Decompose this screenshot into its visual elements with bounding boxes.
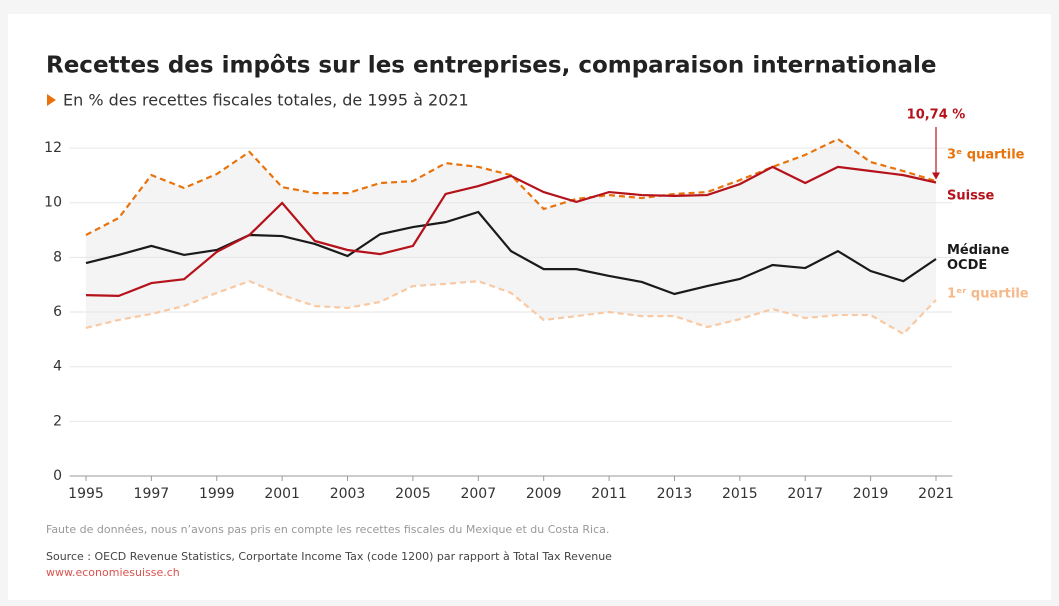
subtitle-marker bbox=[47, 94, 56, 106]
chart-title: Recettes des impôts sur les entreprises,… bbox=[46, 53, 936, 79]
y-tick-label: 10 bbox=[44, 195, 62, 211]
line bbox=[85, 279, 937, 336]
source: Source : OECD Revenue Statistics, Corpor… bbox=[46, 550, 612, 563]
x-tick-label: 2005 bbox=[395, 486, 431, 502]
y-tick-label: 4 bbox=[53, 359, 62, 375]
x-tick-label: 2017 bbox=[787, 486, 823, 502]
x-tick-label: 2011 bbox=[591, 486, 627, 502]
x-tick-label: 2007 bbox=[460, 486, 496, 502]
annotation-arrowhead bbox=[932, 172, 941, 180]
x-tick-label: 2013 bbox=[657, 486, 693, 502]
y-tick-label: 6 bbox=[53, 304, 62, 320]
y-tick-label: 0 bbox=[53, 468, 62, 484]
x-tick-label: 1997 bbox=[134, 486, 170, 502]
series-label: 1ᵉʳ quartile bbox=[947, 287, 1029, 302]
x-tick-label: 2001 bbox=[264, 486, 300, 502]
line bbox=[85, 210, 937, 296]
x-tick-label: 2015 bbox=[722, 486, 758, 502]
annotation: 10,74 % bbox=[907, 108, 966, 123]
series-label: Suisse bbox=[947, 189, 995, 204]
y-tick-label: 2 bbox=[53, 413, 62, 429]
note: Faute de données, nous n’avons pas pris … bbox=[46, 523, 609, 536]
x-tick-label: 2003 bbox=[330, 486, 366, 502]
series-label: 3ᵉ quartile bbox=[947, 148, 1025, 163]
x-tick-label: 1995 bbox=[68, 486, 104, 502]
chart-subtitle: En % des recettes fiscales totales, de 1… bbox=[63, 91, 469, 110]
x-tick-label: 2019 bbox=[853, 486, 889, 502]
x-tick-label: 2021 bbox=[918, 486, 954, 502]
x-tick-label: 1999 bbox=[199, 486, 235, 502]
url: www.economiesuisse.ch bbox=[46, 566, 180, 579]
x-tick-label: 2009 bbox=[526, 486, 562, 502]
series-label: Médiane OCDE bbox=[947, 243, 1010, 273]
y-tick-label: 12 bbox=[44, 140, 62, 156]
line bbox=[85, 165, 937, 298]
quartile-band bbox=[85, 139, 937, 334]
y-tick-label: 8 bbox=[53, 249, 62, 265]
